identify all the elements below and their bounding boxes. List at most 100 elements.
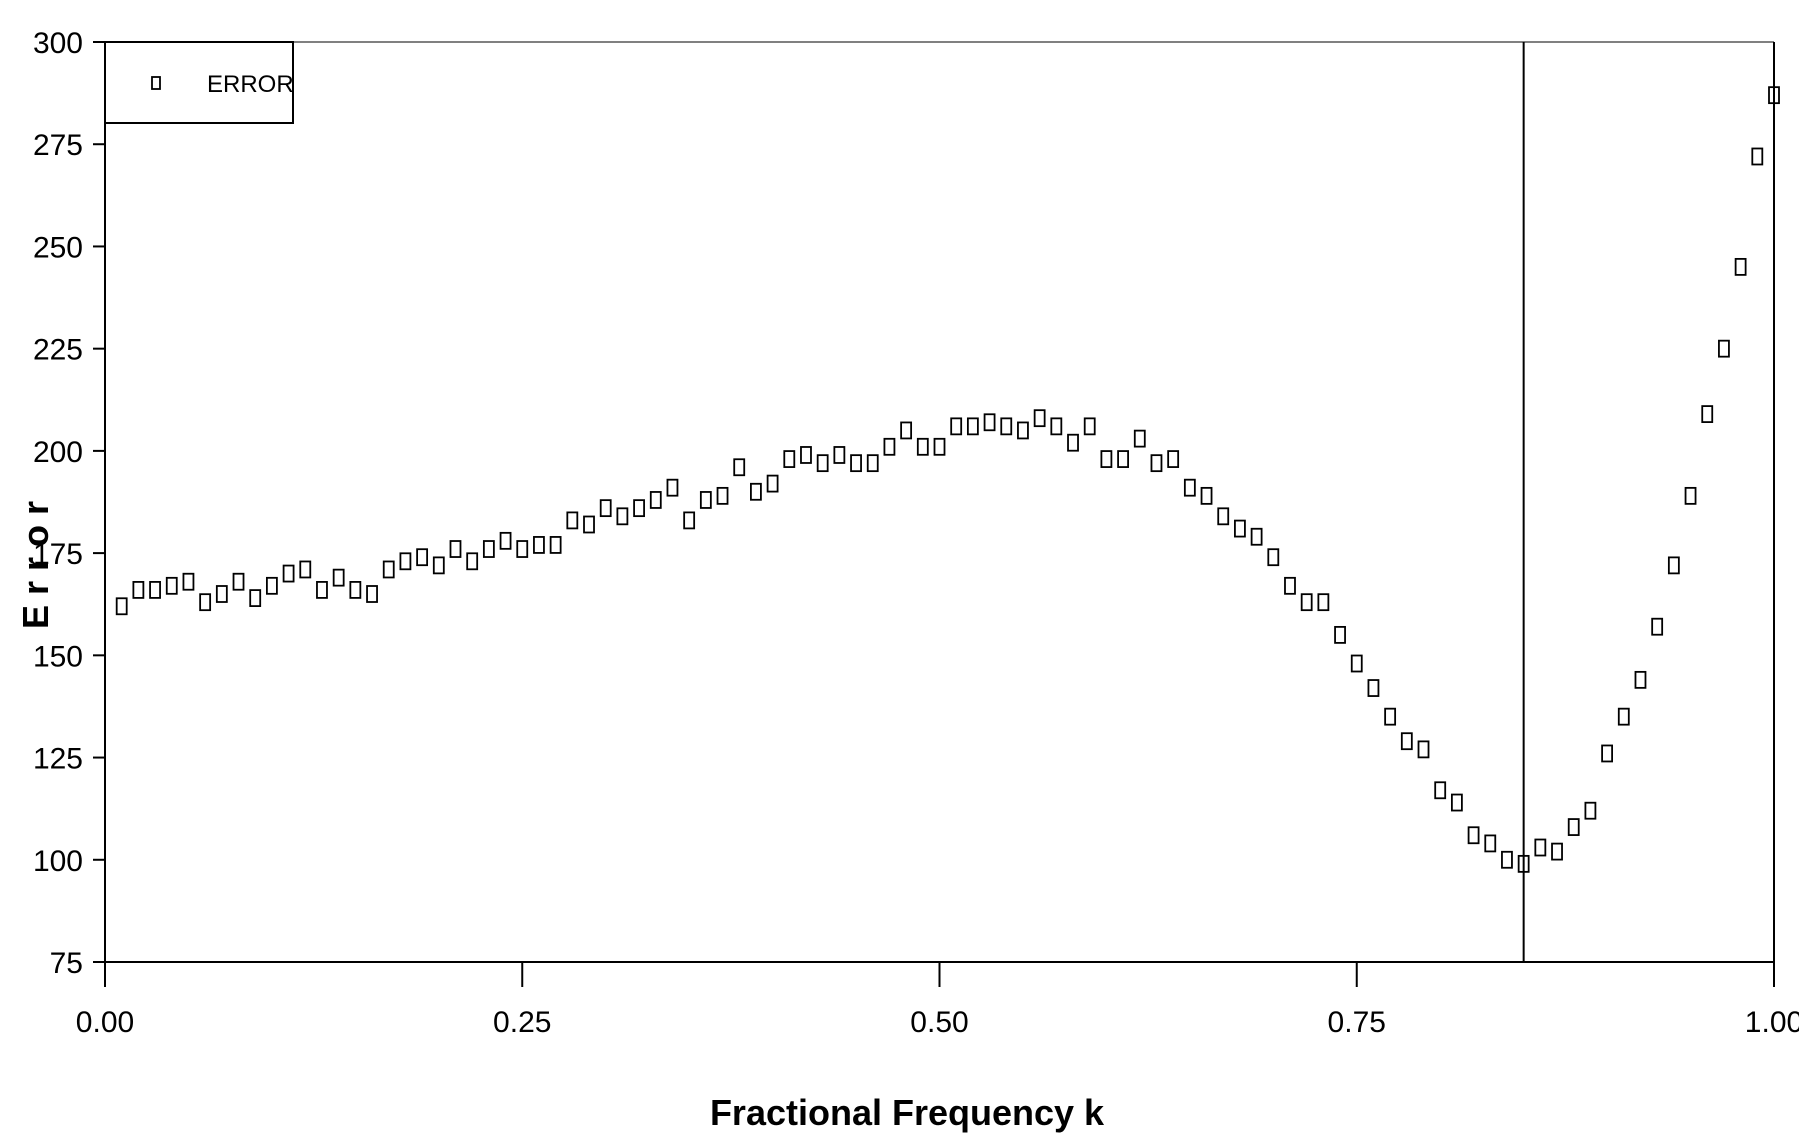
data-point: [1617, 707, 1630, 726]
data-point: [1634, 670, 1647, 689]
data-point: [900, 421, 913, 440]
data-point: [1350, 654, 1363, 673]
data-point: [599, 499, 612, 518]
data-point: [516, 540, 529, 558]
data-point: [466, 552, 479, 571]
y-tick-label: 300: [33, 27, 83, 60]
data-point: [482, 540, 495, 558]
data-point: [499, 531, 512, 550]
data-point: [115, 597, 128, 616]
data-point: [783, 450, 796, 468]
data-point: [1167, 450, 1180, 468]
data-point: [1684, 486, 1697, 505]
y-tick-label: 150: [33, 640, 83, 673]
y-axis-title: E r r o r: [15, 501, 56, 629]
data-point: [766, 474, 779, 493]
data-point: [1417, 740, 1430, 759]
data-point: [983, 413, 996, 432]
data-point: [1450, 793, 1463, 812]
data-point: [1701, 405, 1714, 423]
data-point: [316, 581, 328, 599]
data-point: [1017, 421, 1029, 440]
data-point: [716, 486, 729, 505]
data-point: [1400, 732, 1413, 751]
data-point: [1367, 679, 1380, 697]
data-point: [299, 560, 312, 579]
data-point: [1100, 450, 1113, 468]
data-point: [199, 593, 212, 612]
data-point: [1718, 339, 1730, 358]
data-point: [165, 576, 178, 595]
x-tick-label: 0.00: [76, 1006, 134, 1039]
data-point: [1133, 429, 1146, 448]
y-tick-label: 200: [33, 436, 83, 469]
data-point: [883, 437, 896, 456]
data-point: [683, 511, 696, 530]
x-tick-label: 0.75: [1328, 1006, 1386, 1039]
data-point: [1667, 556, 1680, 575]
data-point: [1317, 593, 1330, 612]
data-point: [1584, 801, 1597, 820]
data-point: [733, 458, 746, 477]
y-tick-label: 75: [50, 947, 83, 980]
x-tick-label: 0.25: [493, 1006, 551, 1039]
data-point: [1200, 486, 1213, 505]
data-point: [850, 454, 862, 473]
data-point: [816, 454, 829, 473]
data-point: [1384, 707, 1397, 726]
x-tick-label: 0.50: [910, 1006, 968, 1039]
y-tick-label: 250: [33, 231, 83, 264]
data-point: [933, 437, 946, 456]
data-point: [800, 446, 812, 464]
data-point: [649, 491, 662, 509]
data-point: [332, 568, 345, 587]
data-point: [866, 454, 879, 473]
data-point: [1501, 850, 1513, 869]
data-point: [583, 515, 595, 534]
data-point: [549, 536, 562, 554]
y-tick-label: 175: [33, 538, 83, 571]
data-point: [633, 499, 645, 518]
data-point: [750, 482, 762, 501]
data-point: [916, 437, 929, 456]
legend-marker: [151, 76, 161, 90]
data-point: [1334, 625, 1346, 644]
y-tick-label: 125: [33, 743, 83, 776]
data-point: [432, 556, 445, 575]
data-point: [1534, 838, 1547, 857]
data-point: [1467, 826, 1480, 845]
data-point: [833, 446, 846, 464]
legend: ERROR: [104, 41, 294, 124]
data-point: [449, 540, 462, 558]
data-series-error: [115, 86, 1780, 873]
data-point: [566, 511, 579, 530]
data-point: [349, 581, 362, 599]
data-point: [1751, 147, 1764, 166]
x-axis: 0.00 0.25 0.50 0.75 1.00: [76, 962, 1799, 1039]
data-point: [382, 560, 395, 579]
plot-frame: [104, 41, 1775, 963]
data-point: [1434, 781, 1447, 800]
data-point: [366, 585, 378, 603]
legend-box: [104, 41, 294, 124]
data-point: [249, 589, 262, 607]
data-point: [1484, 834, 1497, 853]
y-tick-label: 225: [33, 334, 83, 367]
data-point: [282, 564, 295, 583]
data-point: [1033, 409, 1046, 428]
data-point: [1267, 548, 1280, 567]
data-point: [1651, 617, 1664, 636]
data-point: [232, 572, 245, 591]
data-point: [666, 478, 679, 497]
data-point: [1734, 257, 1747, 276]
data-point: [1300, 593, 1313, 612]
data-point: [1601, 744, 1613, 763]
data-point: [1768, 86, 1780, 105]
data-point: [533, 536, 545, 554]
data-point: [1284, 576, 1296, 595]
data-point: [1183, 478, 1196, 497]
data-point: [182, 572, 195, 591]
y-axis: 75 100 125 150 175 200 225 250 275 300: [33, 27, 105, 980]
legend-label: ERROR: [207, 71, 294, 98]
